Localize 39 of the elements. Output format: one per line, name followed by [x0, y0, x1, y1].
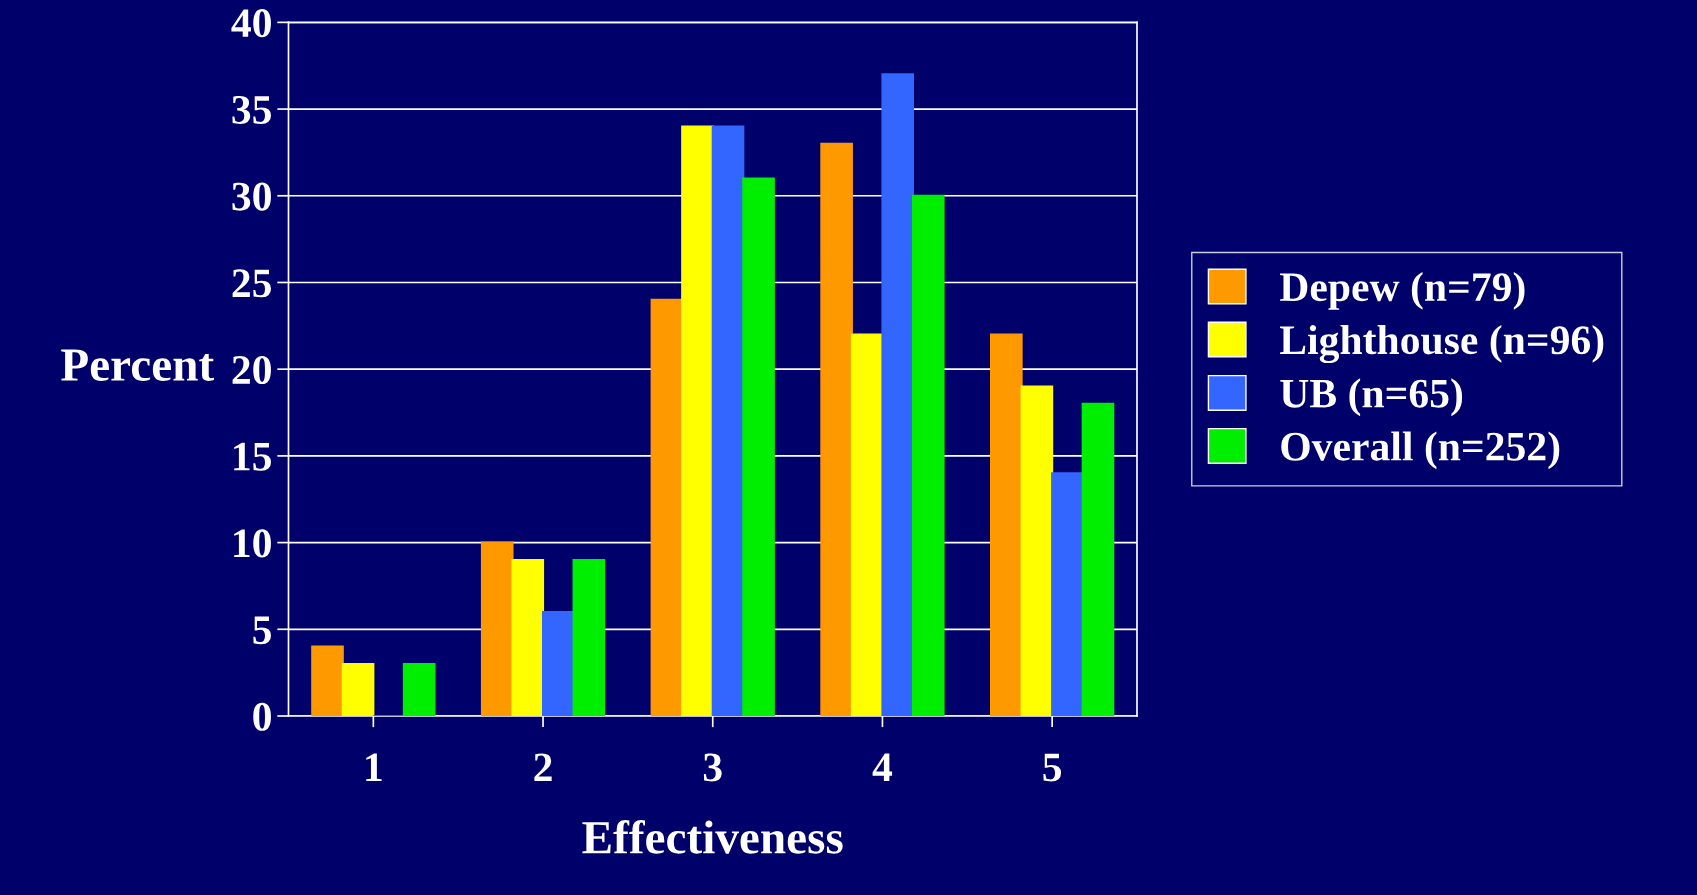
bar: [820, 142, 853, 716]
y-tick-label: 30: [232, 182, 271, 211]
x-tick-label: 3: [703, 753, 722, 782]
bar: [881, 73, 915, 716]
y-tick-label: 25: [232, 269, 271, 298]
bar: [650, 298, 684, 716]
bar: [542, 610, 575, 716]
bar: [742, 177, 775, 716]
x-axis-title: Effectiveness: [582, 819, 843, 854]
y-tick-label: 40: [231, 9, 271, 38]
bar: [1081, 402, 1115, 716]
bar: [402, 662, 436, 716]
y-tick-label: 15: [234, 442, 271, 471]
y-tick-label: 0: [253, 702, 271, 731]
legend-label: Overall (n=252): [1281, 431, 1560, 470]
bar: [711, 125, 745, 716]
bar: [572, 558, 606, 716]
bar: [1020, 385, 1054, 716]
bar: [311, 645, 344, 716]
bar: [511, 558, 545, 716]
legend-label: UB (n=65): [1280, 378, 1463, 417]
bar: [1051, 472, 1084, 716]
bar: [990, 333, 1023, 716]
bar: [911, 194, 945, 716]
x-tick-label: 4: [872, 753, 893, 782]
bar: [341, 662, 375, 716]
x-tick-label: 5: [1043, 753, 1062, 782]
legend-label: Depew (n=79): [1280, 271, 1525, 310]
bar: [850, 333, 884, 716]
y-tick-label: 5: [253, 616, 271, 645]
bar: [681, 125, 714, 716]
bar: [480, 541, 514, 716]
x-tick-label: 2: [534, 753, 552, 782]
y-tick-label: 35: [232, 95, 271, 124]
y-axis-title: Percent: [61, 349, 214, 382]
x-tick-label: 1: [366, 753, 382, 782]
legend-label: Lighthouse (n=96): [1279, 324, 1604, 364]
y-tick-label: 10: [234, 529, 271, 558]
y-tick-label: 20: [232, 355, 271, 385]
